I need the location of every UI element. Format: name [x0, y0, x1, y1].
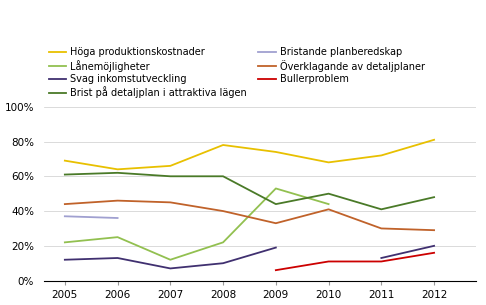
Legend: Höga produktionskostnader, Lånemöjligheter, Svag inkomstutveckling, Brist på det: Höga produktionskostnader, Lånemöjlighet…	[49, 47, 425, 99]
